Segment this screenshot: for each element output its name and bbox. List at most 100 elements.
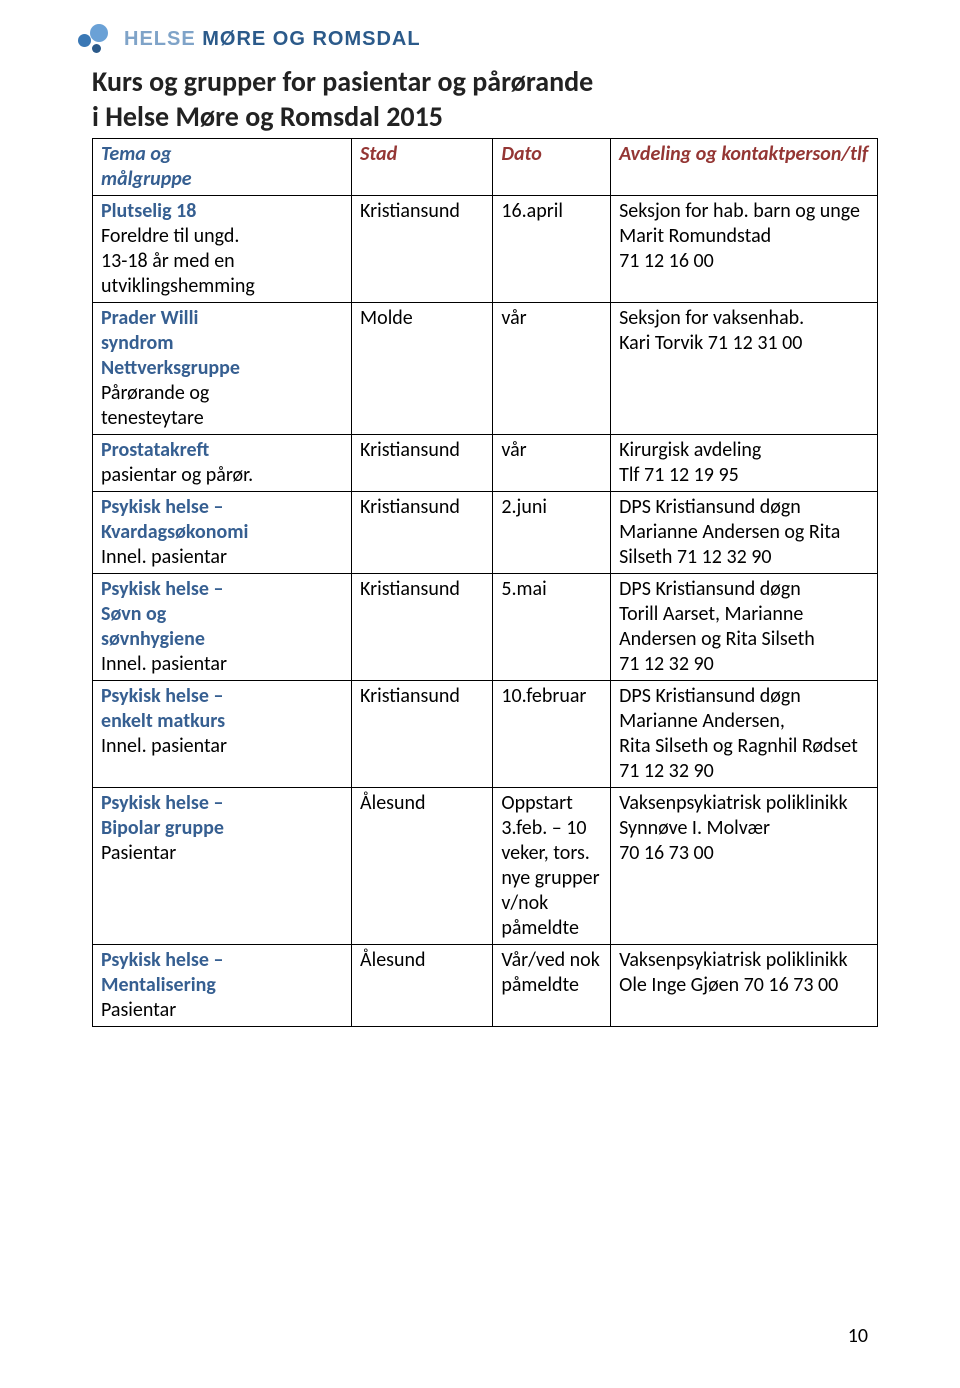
contact-line: 71 12 16 00 (619, 249, 714, 273)
brand-logo-row: HELSE MØRE OG ROMSDAL (72, 22, 878, 56)
title-line-1: Kurs og grupper for pasientar og pårøran… (92, 64, 878, 99)
contact-line: Synnøve I. Molvær (619, 816, 770, 840)
cell-dato: 5.mai (493, 574, 611, 681)
cell-topic: Psykisk helse –MentaliseringPasientar (93, 945, 352, 1027)
topic-line: Pasientar (101, 998, 176, 1022)
contact-line: 71 12 32 90 (619, 759, 714, 783)
cell-stad: Kristiansund (352, 435, 493, 492)
contact-line: Kari Torvik 71 12 31 00 (619, 331, 802, 355)
dato-line: nye grupper (501, 866, 599, 890)
contact-line: Rita Silseth og Ragnhil Rødset (619, 734, 858, 758)
contact-line: Seksjon for vaksenhab. (619, 306, 804, 330)
contact-line: Vaksenpsykiatrisk poliklinikk (619, 948, 848, 972)
dato-line: påmeldte (501, 973, 579, 997)
topic-line: Pårørande og (101, 381, 209, 405)
topic-line: Bipolar gruppe (101, 816, 224, 840)
dato-line: veker, tors. (501, 841, 590, 865)
cell-stad: Molde (352, 303, 493, 435)
cell-contact: DPS Kristiansund døgnMarianne Andersen o… (611, 492, 878, 574)
table-row: Plutselig 18Foreldre til ungd.13-18 år m… (93, 196, 878, 303)
contact-line: DPS Kristiansund døgn (619, 495, 801, 519)
contact-line: DPS Kristiansund døgn (619, 684, 801, 708)
topic-line: pasientar og pårør. (101, 463, 253, 487)
dot-small-icon (92, 44, 101, 53)
courses-table: Tema og målgruppe Stad Dato Avdeling og … (92, 138, 878, 1027)
col-header-dato: Dato (493, 139, 611, 196)
topic-line: Nettverksgruppe (101, 356, 240, 380)
contact-line: Seksjon for hab. barn og unge (619, 199, 860, 223)
topic-line: 13-18 år med en (101, 249, 235, 273)
cell-contact: Kirurgisk avdelingTlf 71 12 19 95 (611, 435, 878, 492)
cell-dato: vår (493, 303, 611, 435)
cell-stad: Kristiansund (352, 574, 493, 681)
contact-line: 71 12 32 90 (619, 652, 714, 676)
topic-line: Psykisk helse – (101, 495, 223, 519)
topic-line: Foreldre til ungd. (101, 224, 239, 248)
table-row: Psykisk helse –KvardagsøkonomiInnel. pas… (93, 492, 878, 574)
contact-line: Marianne Andersen og Rita (619, 520, 840, 544)
cell-topic: Plutselig 18Foreldre til ungd.13-18 år m… (93, 196, 352, 303)
dato-line: Oppstart (501, 791, 572, 815)
topic-line: tenesteytare (101, 406, 204, 430)
col-header-contact: Avdeling og kontaktperson/tlf (611, 139, 878, 196)
cell-stad: Kristiansund (352, 681, 493, 788)
table-row: Prader WillisyndromNettverksgruppePårøra… (93, 303, 878, 435)
cell-stad: Kristiansund (352, 196, 493, 303)
cell-stad: Ålesund (352, 945, 493, 1027)
cell-topic: Psykisk helse –KvardagsøkonomiInnel. pas… (93, 492, 352, 574)
contact-line: Marit Romundstad (619, 224, 771, 248)
topic-line: Prader Willi (101, 306, 198, 330)
cell-dato: 10.februar (493, 681, 611, 788)
dot-large-icon (90, 24, 108, 42)
cell-dato: vår (493, 435, 611, 492)
table-row: Psykisk helse –enkelt matkursInnel. pasi… (93, 681, 878, 788)
cell-dato: 2.juni (493, 492, 611, 574)
col-header-topic-l2: målgruppe (101, 167, 192, 191)
document-title: Kurs og grupper for pasientar og pårøran… (92, 64, 878, 134)
contact-line: Silseth 71 12 32 90 (619, 545, 771, 569)
topic-line: Plutselig 18 (101, 199, 196, 223)
contact-line: Tlf 71 12 19 95 (619, 463, 739, 487)
contact-line: Vaksenpsykiatrisk poliklinikk (619, 791, 848, 815)
table-body: Plutselig 18Foreldre til ungd.13-18 år m… (93, 196, 878, 1027)
brand-name-dark: MØRE OG ROMSDAL (202, 28, 420, 50)
cell-dato: Oppstart3.feb. – 10veker, tors.nye grupp… (493, 788, 611, 945)
page-number: 10 (848, 1324, 868, 1348)
topic-line: Kvardagsøkonomi (101, 520, 248, 544)
brand-name: HELSE MØRE OG ROMSDAL (124, 28, 421, 51)
topic-line: Innel. pasientar (101, 734, 227, 758)
contact-line: Torill Aarset, Marianne (619, 602, 803, 626)
table-row: Prostatakreftpasientar og pårør.Kristian… (93, 435, 878, 492)
topic-line: Innel. pasientar (101, 545, 227, 569)
table-header-row: Tema og målgruppe Stad Dato Avdeling og … (93, 139, 878, 196)
topic-line: Psykisk helse – (101, 948, 223, 972)
topic-line: syndrom (101, 331, 174, 355)
dato-line: 3.feb. – 10 (501, 816, 586, 840)
contact-line: Ole Inge Gjøen 70 16 73 00 (619, 973, 838, 997)
brand-dots-icon (72, 22, 116, 56)
cell-contact: DPS Kristiansund døgnTorill Aarset, Mari… (611, 574, 878, 681)
cell-contact: Seksjon for hab. barn og ungeMarit Romun… (611, 196, 878, 303)
cell-contact: Seksjon for vaksenhab.Kari Torvik 71 12 … (611, 303, 878, 435)
cell-topic: Prostatakreftpasientar og pårør. (93, 435, 352, 492)
brand-name-light: HELSE (124, 28, 202, 50)
table-row: Psykisk helse –Bipolar gruppePasientarÅl… (93, 788, 878, 945)
cell-topic: Psykisk helse –enkelt matkursInnel. pasi… (93, 681, 352, 788)
cell-contact: Vaksenpsykiatrisk poliklinikkOle Inge Gj… (611, 945, 878, 1027)
cell-dato: Vår/ved nokpåmeldte (493, 945, 611, 1027)
topic-line: Psykisk helse – (101, 684, 223, 708)
cell-contact: Vaksenpsykiatrisk poliklinikkSynnøve I. … (611, 788, 878, 945)
table-row: Psykisk helse –MentaliseringPasientarÅle… (93, 945, 878, 1027)
cell-stad: Kristiansund (352, 492, 493, 574)
dot-mid-icon (78, 34, 91, 47)
table-row: Psykisk helse –Søvn ogsøvnhygieneInnel. … (93, 574, 878, 681)
contact-line: 70 16 73 00 (619, 841, 714, 865)
contact-line: Andersen og Rita Silseth (619, 627, 815, 651)
topic-line: Psykisk helse – (101, 577, 223, 601)
topic-line: Psykisk helse – (101, 791, 223, 815)
topic-line: Pasientar (101, 841, 176, 865)
topic-line: Prostatakreft (101, 438, 209, 462)
contact-line: Kirurgisk avdeling (619, 438, 761, 462)
col-header-stad: Stad (352, 139, 493, 196)
topic-line: utviklingshemming (101, 274, 255, 298)
